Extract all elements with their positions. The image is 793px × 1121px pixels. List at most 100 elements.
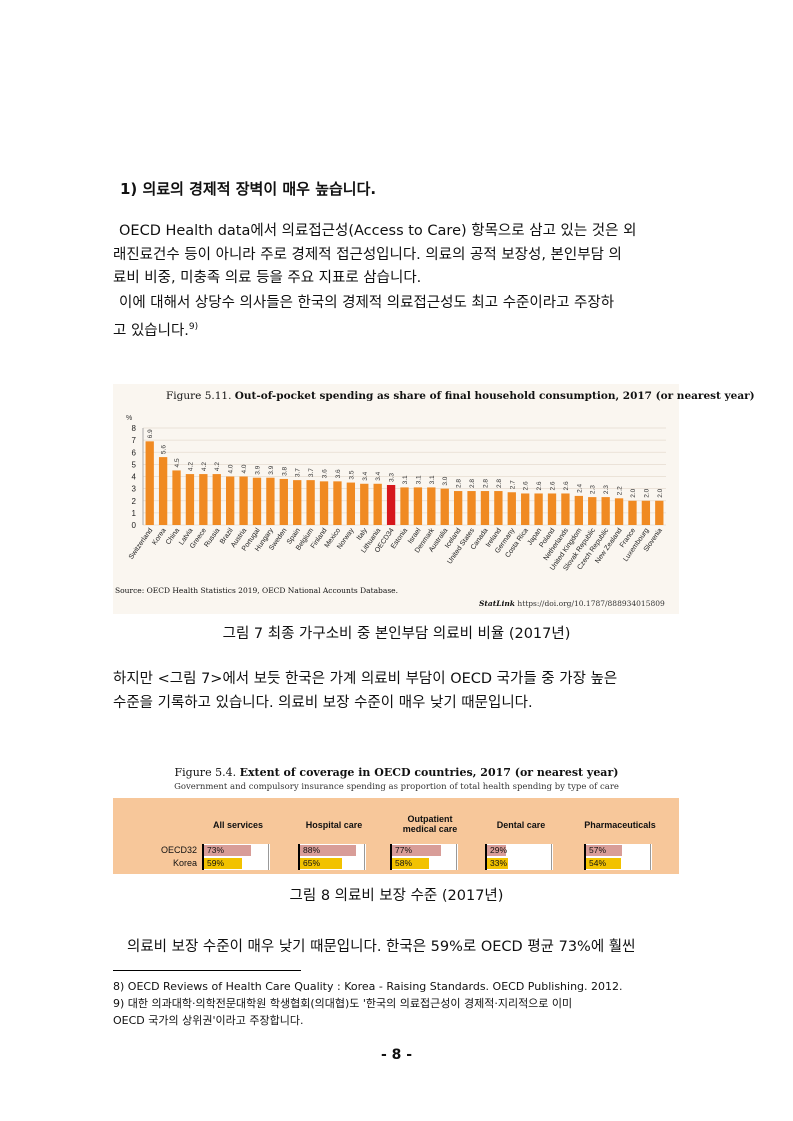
bar-value-label: 3.3 [389, 473, 396, 482]
paragraph-2: 이에 대해서 상당수 의사들은 한국의 경제적 의료접근성도 최고 수준이라고 … [113, 292, 681, 343]
figure-title: Figure 5.11. Out-of-pocket spending as s… [166, 390, 755, 402]
bar-germany [507, 492, 516, 525]
oecd-bar [204, 845, 251, 856]
coverage-cell: 29% 33% [485, 844, 553, 870]
bar-value-label: 2.6 [550, 481, 557, 490]
bar-slovenia [655, 500, 664, 525]
bar-lithuania [373, 483, 382, 525]
bar-value-label: 4.5 [174, 458, 181, 467]
paragraph-3: 하지만 <그림 7>에서 보듯 한국은 가계 의료비 부담이 OECD 국가들 … [113, 668, 681, 715]
column-header: Hospital care [305, 820, 363, 830]
oecd-value: 73% [207, 845, 225, 855]
bar-value-label: 3.6 [322, 469, 329, 478]
bar-russia [212, 474, 221, 525]
figure-7-caption: 그림 7 최종 가구소비 중 본인부담 의료비 비율 (2017년) [222, 626, 571, 642]
y-tick-label: 3 [132, 485, 137, 494]
oecd-value: 57% [589, 845, 607, 855]
korea-value: 59% [207, 858, 225, 868]
bar-value-label: 3.4 [362, 471, 369, 480]
y-tick-label: 5 [132, 460, 137, 469]
bar-value-label: 6.9 [147, 429, 154, 438]
column-header: Outpatient medical care [402, 814, 458, 834]
bar-value-label: 3.9 [268, 465, 275, 474]
section-heading: 1) 의료의 경제적 장벽이 매우 높습니다. [120, 180, 377, 198]
coverage-cell: 77% 58% [390, 844, 458, 870]
column-header: Dental care [496, 820, 546, 830]
y-tick-label: 2 [132, 497, 137, 506]
bar-value-label: 2.4 [576, 483, 583, 492]
bar-value-label: 4.2 [187, 462, 194, 471]
column-header: All services [212, 820, 264, 830]
bar-italy [360, 483, 369, 525]
bar-value-label: 2.3 [603, 485, 610, 494]
bar-china [172, 470, 181, 525]
footnote-8: 8) OECD Reviews of Health Care Quality :… [113, 980, 623, 993]
bar-value-label: 2.8 [496, 479, 503, 488]
figure-source: Source: OECD Health Statistics 2019, OEC… [115, 586, 399, 595]
korea-bar [300, 858, 342, 869]
bar-value-label: 3.7 [295, 468, 302, 477]
bar-latvia [185, 474, 195, 525]
statlink[interactable]: StatLink https://doi.org/10.1787/8889340… [479, 599, 665, 608]
bar-oecd34 [386, 484, 396, 525]
bar-value-label: 2.0 [657, 488, 664, 497]
page-number: - 8 - [380, 1047, 413, 1063]
footnotes: 8) OECD Reviews of Health Care Quality :… [113, 978, 681, 1029]
bar-value-label: 3.4 [375, 471, 382, 480]
korea-value: 33% [490, 858, 508, 868]
bar-france [628, 500, 637, 525]
oecd-value: 29% [490, 845, 508, 855]
bar-value-label: 4.2 [214, 462, 221, 471]
korea-bar [392, 858, 430, 869]
figure-8-caption: 그림 8 의료비 보장 수준 (2017년) [289, 888, 504, 904]
figure-title-text: Extent of coverage in OECD countries, 20… [239, 766, 619, 779]
y-tick-label: 8 [132, 424, 137, 433]
paragraph-line: 고 있습니다.9) [113, 316, 681, 343]
bar-value-label: 5.6 [161, 445, 168, 454]
bar-value-label: 3.1 [402, 475, 409, 484]
paragraph-line: OECD Health data에서 의료접근성(Access to Care)… [119, 223, 637, 239]
y-tick-label: 4 [132, 473, 137, 482]
bar-ireland [494, 491, 503, 525]
bar-value-label: 3.0 [442, 476, 449, 485]
bar-mexico [333, 481, 342, 525]
coverage-cell: 57% 54% [584, 844, 652, 870]
bar-spain [293, 480, 302, 525]
y-tick-label: 1 [132, 509, 137, 518]
bar-costa-rica [521, 493, 530, 525]
bar-brazil [226, 476, 235, 525]
bar-estonia [400, 487, 409, 525]
bar-poland [547, 493, 557, 525]
bar-value-label: 3.1 [415, 475, 422, 484]
bar-finland [319, 481, 329, 525]
bar-luxembourg [641, 500, 651, 525]
bar-united-kingdom [574, 495, 583, 525]
statlink-label: StatLink [479, 599, 515, 608]
statlink-url[interactable]: https://doi.org/10.1787/888934015809 [517, 599, 665, 608]
korea-value: 54% [589, 858, 607, 868]
bar-netherlands [561, 493, 570, 525]
bar-value-label: 2.7 [509, 480, 516, 489]
bar-canada [480, 491, 490, 525]
bar-value-label: 3.9 [254, 465, 261, 474]
bar-value-label: 2.0 [630, 488, 637, 497]
bar-czech-republic [601, 497, 610, 525]
bar-value-label: 2.8 [469, 479, 476, 488]
coverage-cell: 73% 59% [202, 844, 270, 870]
paragraph-line: 하지만 <그림 7>에서 보듯 한국은 가계 의료비 부담이 OECD 국가들 … [113, 671, 618, 687]
paragraph-4: 의료비 보장 수준이 매우 낮기 때문입니다. 한국은 59%로 OECD 평균… [113, 936, 681, 960]
bar-greece [199, 474, 208, 525]
bar-denmark [427, 487, 436, 525]
bar-new-zealand [614, 498, 624, 525]
oecd-value: 77% [395, 845, 413, 855]
bar-hungary [266, 477, 275, 525]
footnote-divider [113, 970, 301, 971]
bar-value-label: 2.2 [617, 486, 624, 495]
x-tick-label: Switzerland [128, 527, 155, 561]
paragraph-1: OECD Health data에서 의료접근성(Access to Care)… [113, 220, 681, 291]
oop-bar-chart: %0123456786.9Switzerland5.6Korea4.5China… [126, 415, 666, 572]
coverage-cell: 88% 65% [298, 844, 366, 870]
bar-value-label: 3.5 [348, 470, 355, 479]
y-tick-label: 0 [132, 521, 137, 530]
bar-iceland [453, 491, 463, 525]
